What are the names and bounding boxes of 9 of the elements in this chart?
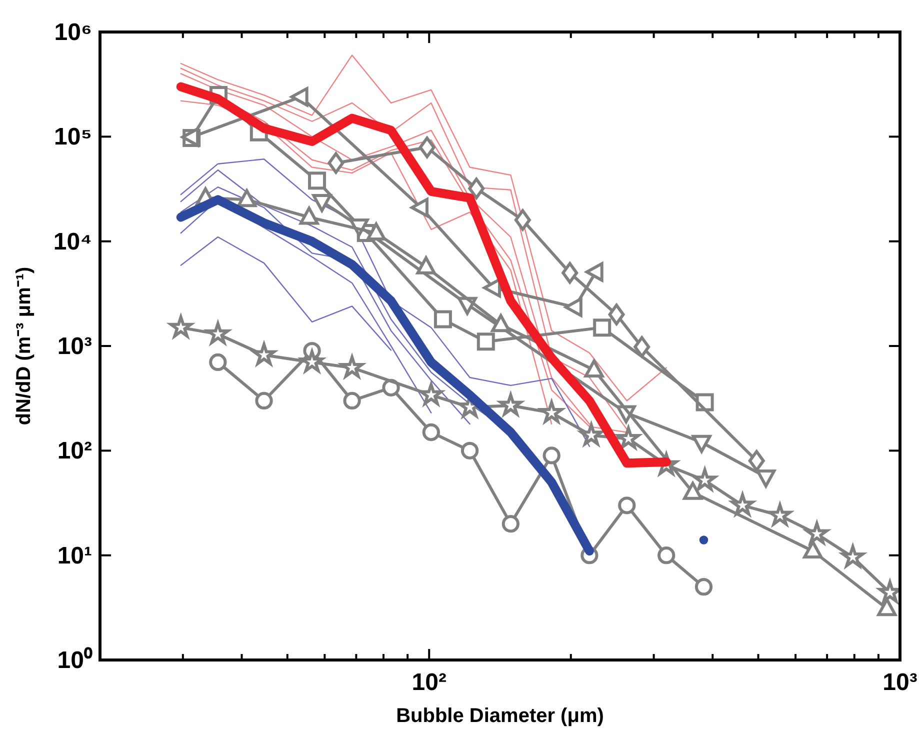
y-tick-label: 10⁰: [57, 647, 93, 674]
y-tick-label: 10⁵: [54, 124, 92, 151]
y-tick-label: 10²: [57, 438, 92, 465]
y-axis-title: dN/dD (m⁻³ μm⁻¹): [13, 266, 35, 426]
y-tick-label: 10¹: [57, 542, 92, 570]
y-tick-label: 10³: [57, 333, 92, 360]
x-axis-title: Bubble Diameter (μm): [396, 705, 604, 727]
y-tick-label: 10⁴: [53, 228, 92, 256]
y-tick-label: 10⁶: [54, 19, 92, 46]
